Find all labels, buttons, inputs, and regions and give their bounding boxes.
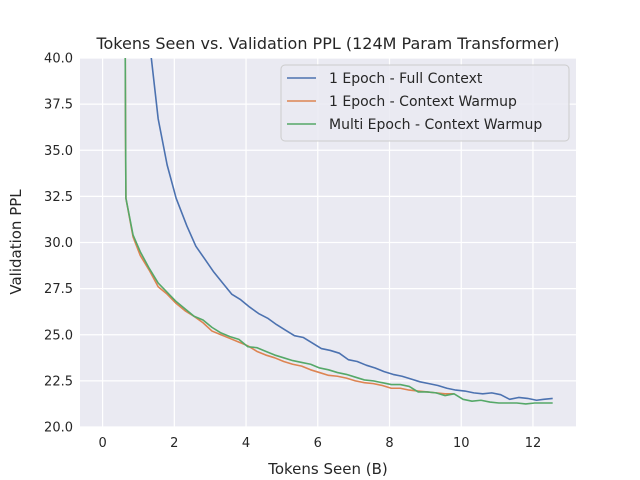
y-tick-label: 37.5 xyxy=(44,98,73,113)
y-tick-label: 30.0 xyxy=(44,236,73,251)
x-tick-label: 6 xyxy=(314,436,322,451)
chart-title: Tokens Seen vs. Validation PPL (124M Par… xyxy=(95,34,559,53)
x-axis-label: Tokens Seen (B) xyxy=(267,460,388,478)
series-line-context-warmup xyxy=(124,58,455,395)
y-tick-label: 40.0 xyxy=(44,52,73,67)
series-lines xyxy=(124,58,553,405)
legend-box xyxy=(280,64,570,142)
y-tick-label: 20.0 xyxy=(44,421,73,436)
y-tick-label: 25.0 xyxy=(44,328,73,343)
y-tick-label: 27.5 xyxy=(44,282,73,297)
y-axis-label: Validation PPL xyxy=(7,189,25,295)
x-tick-label: 10 xyxy=(453,436,470,451)
x-tick-label: 0 xyxy=(98,436,106,451)
series-line-full-context xyxy=(150,58,553,402)
y-tick-label: 32.5 xyxy=(44,190,73,205)
tick-labels: 0 2 4 6 8 10 12 20.0 22.5 25.0 27.5 30.0 32.5 35.0 37.… xyxy=(44,52,541,452)
legend: 1 Epoch - Full Context 1 Epoch - Context… xyxy=(280,64,570,142)
y-tick-label: 22.5 xyxy=(44,374,73,389)
x-tick-label: 12 xyxy=(525,436,542,451)
legend-label-context-warmup: 1 Epoch - Context Warmup xyxy=(329,94,517,110)
x-tick-label: 4 xyxy=(242,436,250,451)
x-tick-label: 2 xyxy=(170,436,178,451)
legend-label-multi-epoch: Multi Epoch - Context Warmup xyxy=(329,117,542,133)
legend-label-full-context: 1 Epoch - Full Context xyxy=(329,71,483,87)
y-tick-label: 35.0 xyxy=(44,144,73,159)
series-line-multi-epoch xyxy=(124,58,553,405)
x-tick-label: 8 xyxy=(385,436,393,451)
